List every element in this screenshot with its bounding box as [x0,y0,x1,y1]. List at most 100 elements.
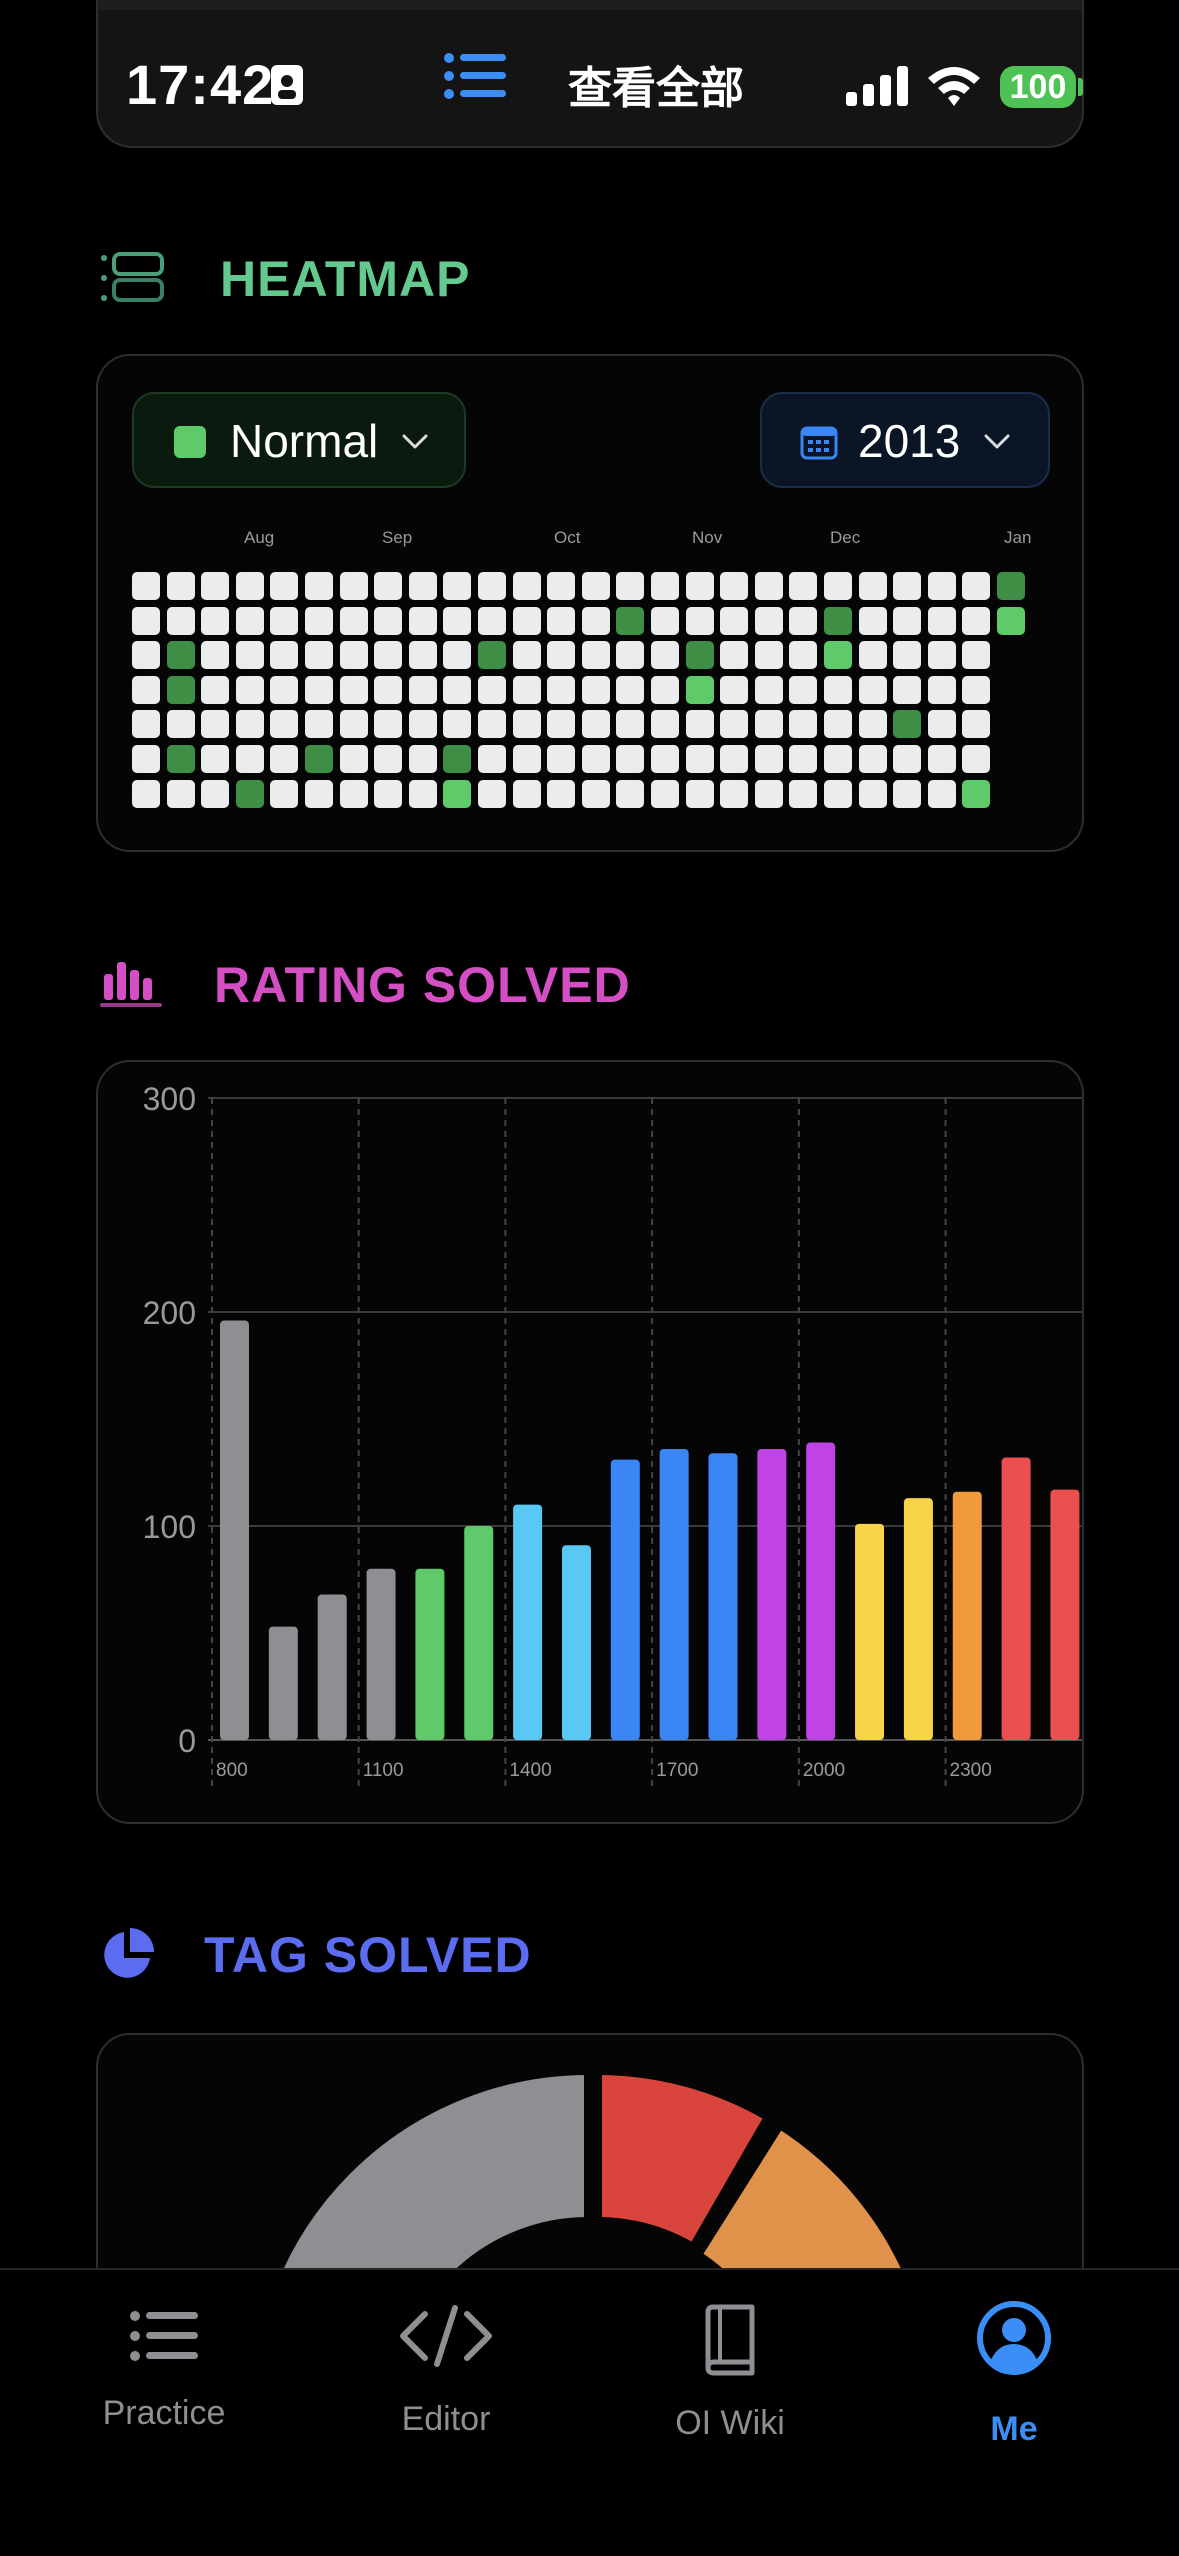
heatmap-cell[interactable] [858,779,887,808]
heatmap-cell[interactable] [789,572,818,600]
heatmap-cell[interactable] [616,606,645,635]
heatmap-cell[interactable] [754,745,783,773]
heatmap-cell[interactable] [235,745,264,773]
heatmap-cell[interactable] [927,641,956,670]
heatmap-cell[interactable] [166,745,195,773]
heatmap-cell[interactable] [305,779,333,808]
heatmap-cell[interactable] [478,710,506,739]
heatmap-cell[interactable] [305,675,333,704]
heatmap-cell[interactable] [616,675,645,704]
heatmap-cell[interactable] [720,745,749,773]
heatmap-cell[interactable] [927,745,956,773]
heatmap-cell[interactable] [374,606,403,635]
heatmap-cell[interactable] [720,710,749,739]
heatmap-cell[interactable] [754,779,783,808]
heatmap-cell[interactable] [270,606,299,635]
heatmap-cell[interactable] [789,779,818,808]
heatmap-cell[interactable] [478,779,506,808]
heatmap-cell[interactable] [962,745,991,773]
tab-practice[interactable]: Practice [54,2310,274,2450]
tab-me[interactable]: Me [904,2301,1124,2450]
heatmap-cell[interactable] [443,779,472,808]
heatmap-cell[interactable] [858,675,887,704]
heatmap-cell[interactable] [201,572,230,600]
heatmap-cell[interactable] [374,641,403,670]
heatmap-cell[interactable] [858,641,887,670]
heatmap-cell[interactable] [166,606,195,635]
heatmap-cell[interactable] [408,606,437,635]
heatmap-cell[interactable] [512,572,541,600]
heatmap-cell[interactable] [235,675,264,704]
heatmap-cell[interactable] [305,745,333,773]
heatmap-cell[interactable] [201,641,230,670]
heatmap-cell[interactable] [339,572,368,600]
heatmap-cell[interactable] [893,606,922,635]
heatmap-cell[interactable] [962,572,991,600]
heatmap-cell[interactable] [581,606,610,635]
heatmap-cell[interactable] [547,710,576,739]
heatmap-cell[interactable] [547,606,576,635]
heatmap-cell[interactable] [512,779,541,808]
heatmap-cell[interactable] [789,606,818,635]
heatmap-cell[interactable] [374,572,403,600]
heatmap-cell[interactable] [374,675,403,704]
mode-dropdown[interactable]: Normal [132,392,466,488]
heatmap-cell[interactable] [754,641,783,670]
heatmap-cell[interactable] [270,779,299,808]
heatmap-cell[interactable] [893,710,922,739]
heatmap-cell[interactable] [824,675,852,704]
heatmap-cell[interactable] [685,675,714,704]
heatmap-cell[interactable] [512,641,541,670]
heatmap-cell[interactable] [132,641,160,670]
heatmap-cell[interactable] [547,675,576,704]
heatmap-cell[interactable] [927,675,956,704]
heatmap-cell[interactable] [201,779,230,808]
heatmap-cell[interactable] [720,675,749,704]
heatmap-cell[interactable] [408,710,437,739]
heatmap-cell[interactable] [651,745,679,773]
heatmap-cell[interactable] [270,675,299,704]
heatmap-cell[interactable] [374,710,403,739]
heatmap-cell[interactable] [270,641,299,670]
heatmap-cell[interactable] [305,641,333,670]
heatmap-cell[interactable] [893,572,922,600]
heatmap-cell[interactable] [685,641,714,670]
heatmap-cell[interactable] [997,572,1025,600]
heatmap-cell[interactable] [132,606,160,635]
heatmap-cell[interactable] [512,745,541,773]
heatmap-cell[interactable] [512,710,541,739]
heatmap-cell[interactable] [443,710,472,739]
heatmap-cell[interactable] [339,710,368,739]
heatmap-cell[interactable] [270,572,299,600]
heatmap-cell[interactable] [581,572,610,600]
heatmap-cell[interactable] [962,710,991,739]
heatmap-cell[interactable] [754,710,783,739]
heatmap-cell[interactable] [720,606,749,635]
year-dropdown[interactable]: 2013 [760,392,1050,488]
heatmap-cell[interactable] [927,710,956,739]
heatmap-cell[interactable] [581,710,610,739]
heatmap-cell[interactable] [478,572,506,600]
heatmap-cell[interactable] [651,606,679,635]
heatmap-cell[interactable] [408,779,437,808]
heatmap-cell[interactable] [339,779,368,808]
heatmap-cell[interactable] [789,710,818,739]
heatmap-cell[interactable] [270,710,299,739]
heatmap-cell[interactable] [478,641,506,670]
heatmap-cell[interactable] [132,745,160,773]
heatmap-cell[interactable] [132,572,160,600]
heatmap-cell[interactable] [581,675,610,704]
heatmap-cell[interactable] [962,641,991,670]
heatmap-cell[interactable] [166,675,195,704]
heatmap-cell[interactable] [685,572,714,600]
heatmap-cell[interactable] [443,745,472,773]
heatmap-cell[interactable] [754,606,783,635]
heatmap-cell[interactable] [339,675,368,704]
tab-oi-wiki[interactable]: OI Wiki [620,2304,840,2450]
heatmap-cell[interactable] [305,606,333,635]
heatmap-cell[interactable] [201,745,230,773]
heatmap-cell[interactable] [581,745,610,773]
heatmap-cell[interactable] [443,572,472,600]
heatmap-cell[interactable] [616,641,645,670]
heatmap-cell[interactable] [201,675,230,704]
